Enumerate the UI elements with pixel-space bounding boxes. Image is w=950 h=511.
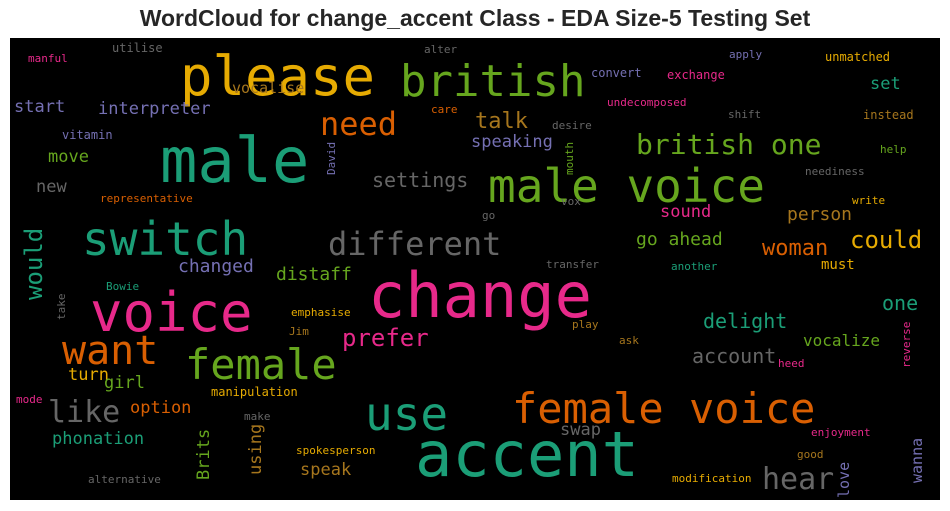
word-delight: delight <box>703 309 788 333</box>
word-swap: swap <box>560 420 601 440</box>
word-voice: voice <box>90 281 253 344</box>
word-david: David <box>325 141 338 175</box>
word-play: play <box>572 318 599 331</box>
word-move: move <box>48 147 89 167</box>
word-option: option <box>130 398 192 418</box>
word-female-voice: female voice <box>512 384 816 433</box>
word-one: one <box>882 291 919 315</box>
word-british: british <box>400 56 586 107</box>
word-male-voice: male voice <box>488 159 765 213</box>
word-prefer: prefer <box>342 324 429 352</box>
word-mouth: mouth <box>563 141 576 175</box>
word-girl: girl <box>104 373 145 393</box>
word-exchange: exchange <box>667 68 725 82</box>
word-bowie: Bowie <box>106 280 140 293</box>
word-utilise: utilise <box>112 41 163 55</box>
word-woman: woman <box>762 236 829 261</box>
word-alternative: alternative <box>88 473 161 486</box>
word-person: person <box>787 204 853 225</box>
word-like: like <box>48 395 121 430</box>
word-help: help <box>880 143 907 156</box>
word-good: good <box>797 448 824 461</box>
word-mode: mode <box>16 393 43 406</box>
word-reverse: reverse <box>900 321 913 368</box>
word-apply: apply <box>729 48 763 61</box>
word-would: would <box>20 227 48 300</box>
word-distaff: distaff <box>276 264 352 285</box>
word-love: love <box>835 461 853 498</box>
word-spokesperson: spokesperson <box>296 444 376 457</box>
word-different: different <box>328 225 502 263</box>
word-changed: changed <box>178 256 254 277</box>
word-make: make <box>244 410 271 423</box>
chart-title: WordCloud for change_accent Class - EDA … <box>139 5 811 31</box>
word-interpreter: interpreter <box>98 99 211 119</box>
word-british-one: british one <box>636 128 822 161</box>
word-unmatched: unmatched <box>825 50 891 64</box>
word-another: another <box>671 260 718 273</box>
word-sound: sound <box>660 202 712 222</box>
word-manful: manful <box>28 52 68 65</box>
word-representative: representative <box>100 192 193 205</box>
word-start: start <box>14 97 66 117</box>
word-hear: hear <box>762 462 835 497</box>
word-set: set <box>870 74 901 94</box>
word-must: must <box>821 257 855 273</box>
word-shift: shift <box>728 108 762 121</box>
word-need: need <box>320 105 398 143</box>
word-jim: Jim <box>289 325 309 338</box>
word-neediness: neediness <box>805 165 865 178</box>
word-female: female <box>185 340 337 389</box>
word-alter: alter <box>424 43 458 56</box>
word-accent: accent <box>415 418 639 491</box>
word-modification: modification <box>672 472 752 485</box>
word-emphasise: emphasise <box>291 306 351 319</box>
word-turn: turn <box>68 365 109 385</box>
word-vocalize: vocalize <box>803 331 881 350</box>
word-use: use <box>365 387 449 441</box>
word-instead: instead <box>863 108 914 122</box>
word-speaking: speaking <box>471 132 553 152</box>
word-want: want <box>62 328 159 374</box>
word-convert: convert <box>591 66 642 80</box>
word-phonation: phonation <box>52 429 145 449</box>
word-wanna: wanna <box>908 437 926 483</box>
word-vitamin: vitamin <box>62 128 113 142</box>
word-undecomposed: undecomposed <box>607 96 687 109</box>
word-vocalise: vocalise <box>232 79 305 97</box>
word-heed: heed <box>778 357 805 370</box>
word-care: care <box>431 103 458 116</box>
word-talk: talk <box>475 109 528 134</box>
word-take: take <box>55 293 68 321</box>
word-please: please <box>180 45 376 108</box>
word-enjoyment: enjoyment <box>811 426 871 439</box>
word-speak: speak <box>300 460 352 480</box>
word-write: write <box>852 194 886 207</box>
word-go-ahead: go ahead <box>636 229 723 250</box>
word-transfer: transfer <box>546 258 599 271</box>
word-manipulation: manipulation <box>211 385 298 399</box>
word-new: new <box>36 177 67 197</box>
word-using: using <box>246 423 266 475</box>
word-male: male <box>160 124 310 197</box>
word-vox: vox <box>561 195 581 208</box>
word-go: go <box>482 209 496 222</box>
word-account: account <box>692 344 777 368</box>
word-settings: settings <box>372 168 469 192</box>
word-could: could <box>850 226 923 254</box>
word-switch: switch <box>82 212 249 266</box>
word-change: change <box>368 259 592 332</box>
word-brits: Brits <box>194 428 214 480</box>
word-desire: desire <box>552 119 592 132</box>
word-ask: ask <box>619 334 639 347</box>
wordcloud-canvas: please british male male voice change accent v… <box>10 38 940 500</box>
